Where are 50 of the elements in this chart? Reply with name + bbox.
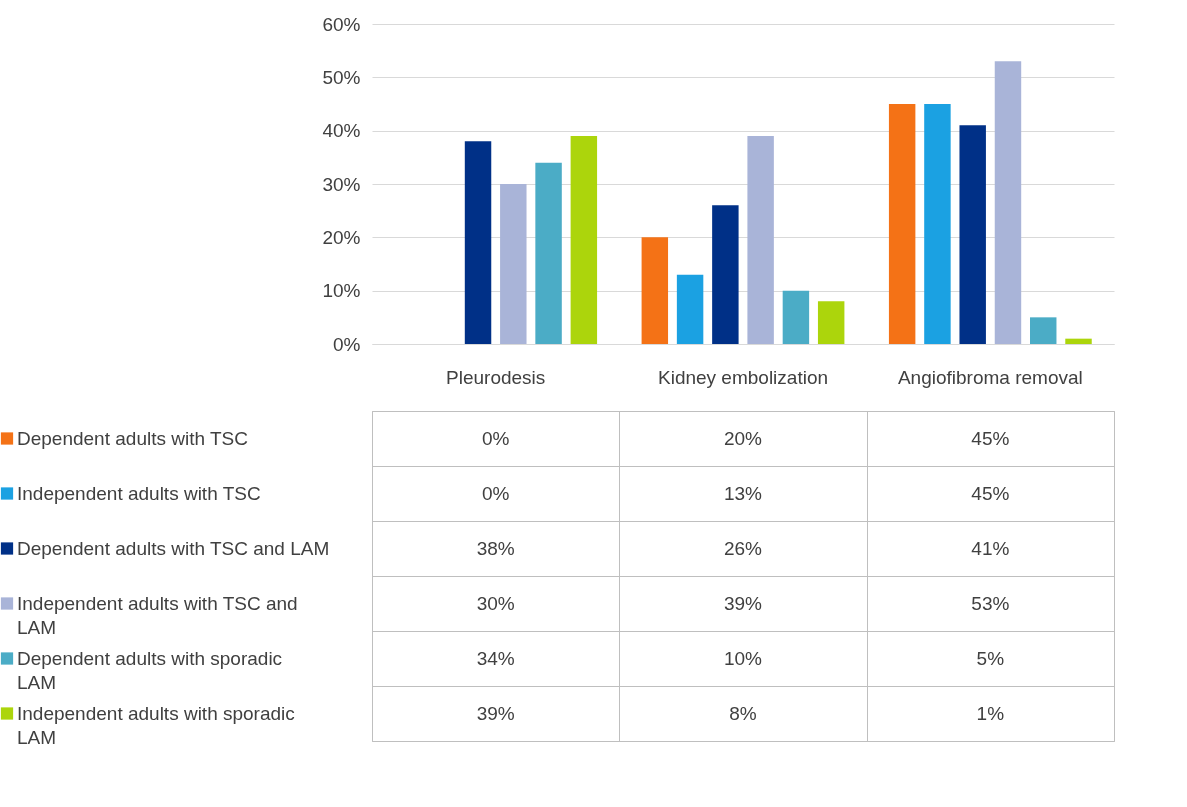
bar [712,205,739,344]
y-tick-label: 40% [322,120,361,142]
legend-label: Independent adults with TSC [17,482,261,504]
data-label: 0% [481,482,510,504]
bar [570,136,598,344]
data-label: 45% [971,427,1010,449]
x-tick-label: Angiofibroma removal [897,366,1083,388]
data-label: 13% [723,482,763,504]
data-label: 38% [476,537,515,559]
bar [500,184,527,344]
bar [782,290,810,344]
legend-label: Dependent adults with TSC and LAM [17,537,330,559]
bar [1065,338,1092,344]
x-tick-label: Kidney embolization [657,366,829,388]
data-label: 26% [723,537,763,559]
data-label: 1% [976,702,1005,724]
data-label: 41% [971,537,1010,559]
bar [535,162,562,344]
bar [959,125,986,344]
y-tick-label: 10% [322,280,361,302]
legend-label: Dependent adults with sporadic LAM [17,647,283,693]
y-tick-label: 60% [322,13,361,35]
data-label: 10% [723,647,763,669]
y-tick-label: 0% [333,333,361,355]
bar [817,301,845,344]
bar [888,104,916,344]
bar [676,274,704,344]
bar [1030,317,1057,344]
data-label: 45% [971,482,1010,504]
legend-label: Dependent adults with TSC [17,427,248,449]
bar [641,237,669,344]
legend-label: Independent adults with TSC and LAM [17,592,298,638]
bar [994,61,1022,344]
data-label: 39% [476,702,515,724]
bar [747,136,774,344]
y-tick-label: 30% [322,173,361,195]
data-label: 34% [476,647,515,669]
data-label: 30% [476,592,515,614]
bar [464,141,492,344]
y-tick-label: 50% [322,66,361,88]
data-label: 20% [723,427,763,449]
data-label: 0% [481,427,510,449]
data-label: 8% [729,702,757,724]
x-tick-label: Pleurodesis [446,366,546,388]
data-label: 53% [971,592,1010,614]
legend-label: Independent adults with sporadic LAM [17,702,295,748]
data-label: 39% [723,592,763,614]
bar [924,104,951,344]
data-label: 5% [976,647,1005,669]
y-tick-label: 20% [322,226,361,248]
